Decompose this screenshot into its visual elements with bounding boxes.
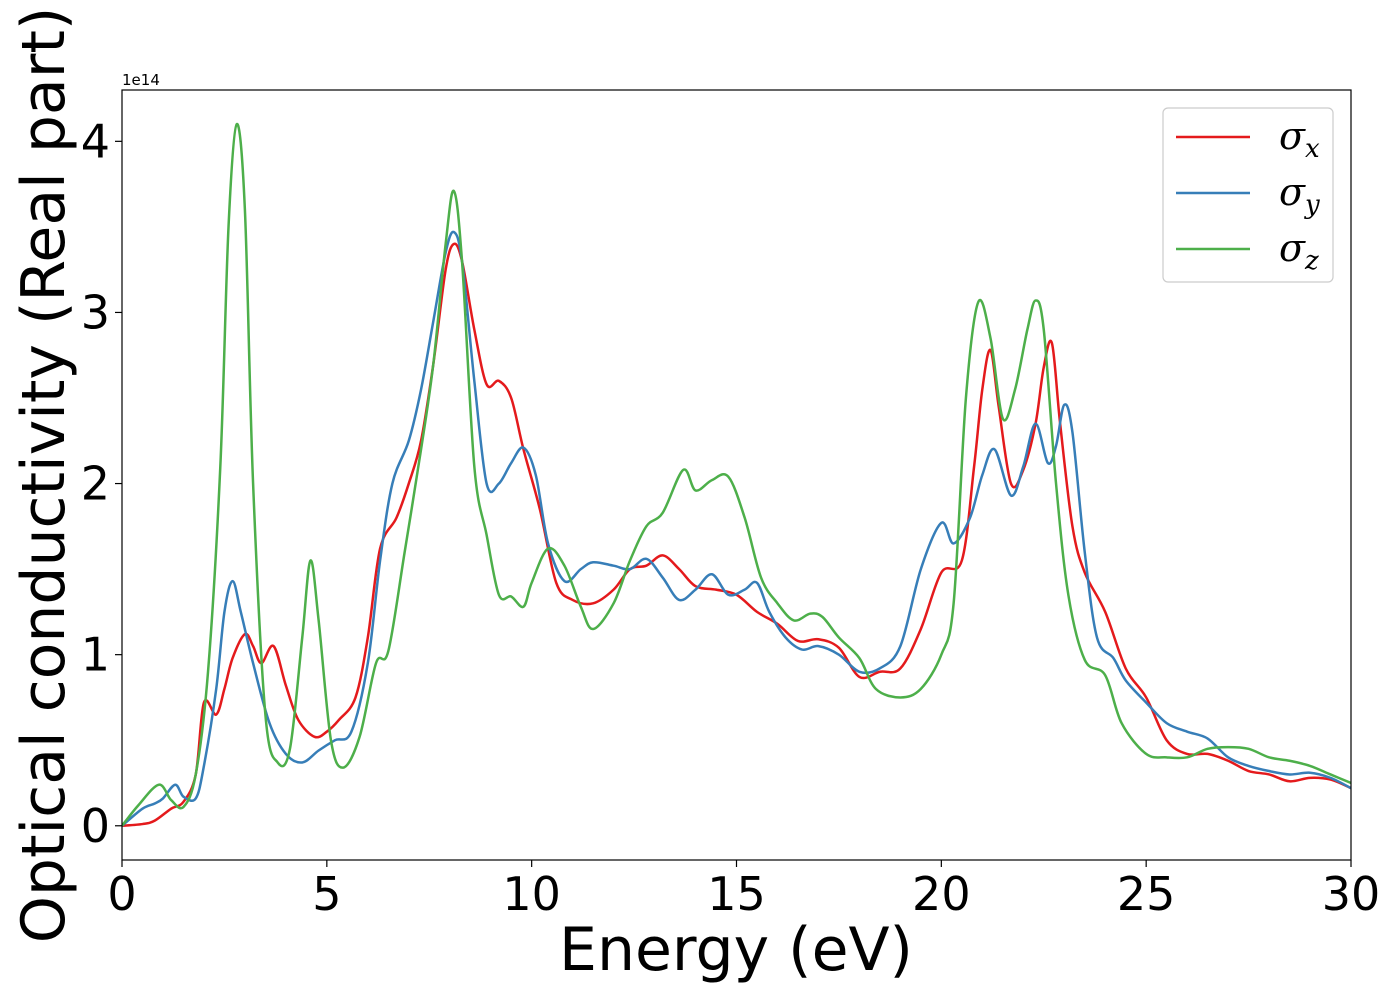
series-line-y [122,230,1351,827]
x-tick-label: 10 [502,867,561,921]
y-axis: 0 1 2 3 4 [81,114,122,853]
legend-box [1162,107,1334,283]
x-tick-label: 0 [107,867,136,921]
y-tick-label: 1 [81,628,110,682]
x-tick-label: 15 [707,867,766,921]
legend-label-x: σx [1279,114,1320,164]
y-offset-label: 1e14 [122,71,160,89]
y-tick-label: 2 [81,457,110,511]
legend: σx σy σz [1162,107,1334,283]
series-line-x [122,242,1351,828]
y-tick-label: 3 [81,285,110,339]
legend-label-y: σy [1279,170,1320,220]
x-axis-label: Energy (eV) [559,915,913,985]
series-layer [122,122,1351,828]
y-tick-label: 4 [81,114,110,168]
x-axis: 0 5 10 15 20 25 30 [107,860,1380,921]
legend-label-z: σz [1279,226,1319,276]
y-axis-label: Optical conductivity (Real part) [9,7,79,944]
series-line-z [122,122,1351,827]
x-tick-label: 5 [312,867,341,921]
x-tick-label: 25 [1117,867,1176,921]
x-tick-label: 30 [1322,867,1381,921]
x-tick-label: 20 [912,867,971,921]
y-tick-label: 0 [81,799,110,853]
